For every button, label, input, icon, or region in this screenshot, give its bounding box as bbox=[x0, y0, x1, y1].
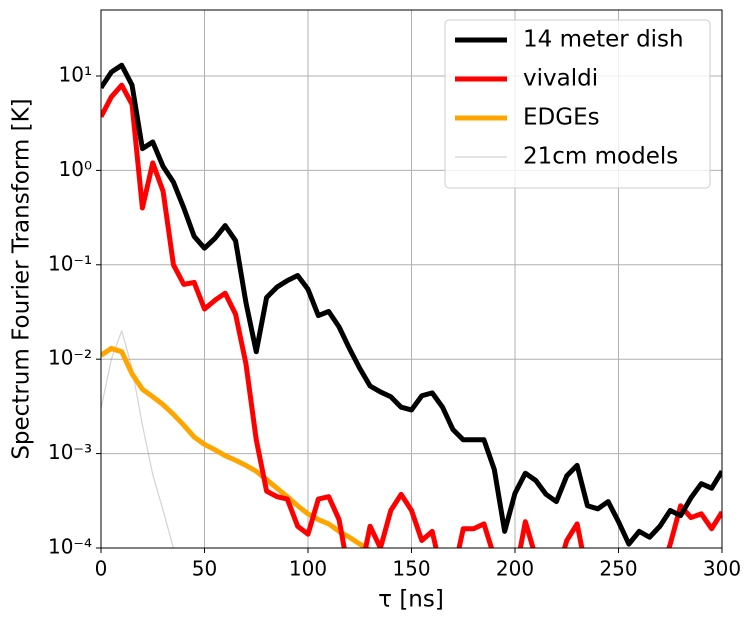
x-axis-label: τ [ns] bbox=[378, 587, 444, 613]
x-tick-label: 100 bbox=[289, 557, 327, 581]
y-tick-label: 10¹ bbox=[59, 62, 92, 86]
legend-label: 21cm models bbox=[523, 144, 678, 170]
x-tick-label: 150 bbox=[392, 557, 430, 581]
legend-label: vivaldi bbox=[523, 66, 598, 92]
x-tick-label: 250 bbox=[599, 557, 637, 581]
y-tick-label: 10⁻⁴ bbox=[48, 535, 92, 559]
x-tick-label: 50 bbox=[192, 557, 217, 581]
legend-label: 14 meter dish bbox=[523, 27, 684, 53]
series-line bbox=[101, 62, 722, 547]
legend: 14 meter dish vivaldi EDGEs 21cm models bbox=[444, 19, 711, 189]
legend-label: EDGEs bbox=[523, 105, 600, 131]
y-tick-label: 10⁻³ bbox=[48, 440, 92, 464]
series-line bbox=[101, 82, 722, 548]
y-tick-label: 10⁰ bbox=[59, 157, 92, 181]
x-tick-label: 0 bbox=[95, 557, 108, 581]
y-axis-label: Spectrum Fourier Transform [K] bbox=[9, 98, 35, 459]
series-line bbox=[101, 345, 372, 548]
plot-lines bbox=[101, 62, 722, 548]
x-tick-label: 300 bbox=[703, 557, 741, 581]
ticks: 0 50 100 150 200 250 300 10⁻⁴ 10⁻³ 10⁻² 10⁻¹ 10⁰ 10¹ bbox=[48, 62, 741, 580]
y-tick-label: 10⁻² bbox=[48, 346, 92, 370]
y-tick-label: 10⁻¹ bbox=[48, 251, 92, 275]
legend-box bbox=[444, 19, 711, 189]
x-tick-label: 200 bbox=[496, 557, 534, 581]
